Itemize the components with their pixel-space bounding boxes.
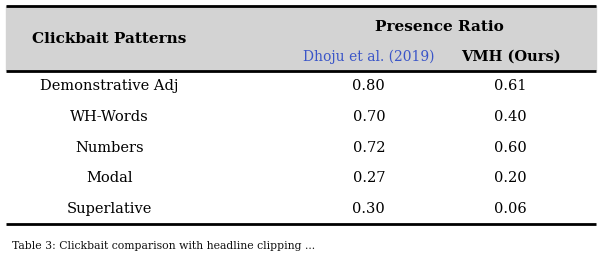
Text: Numbers: Numbers (75, 141, 143, 155)
Text: Presence Ratio: Presence Ratio (375, 20, 504, 34)
Text: 0.80: 0.80 (352, 79, 385, 93)
Text: WH-Words: WH-Words (70, 110, 149, 124)
Text: 0.61: 0.61 (494, 79, 527, 93)
Text: Table 3: Clickbait comparison with headline clipping ...: Table 3: Clickbait comparison with headl… (12, 241, 315, 251)
Text: 0.06: 0.06 (494, 202, 527, 216)
Text: 0.27: 0.27 (353, 171, 385, 185)
Text: VMH (Ours): VMH (Ours) (461, 50, 560, 64)
Text: 0.40: 0.40 (494, 110, 527, 124)
Text: 0.30: 0.30 (352, 202, 385, 216)
Text: Clickbait Patterns: Clickbait Patterns (32, 32, 187, 46)
Text: 0.70: 0.70 (353, 110, 385, 124)
Text: 0.60: 0.60 (494, 141, 527, 155)
Bar (6, 71, 596, 224)
Text: 0.72: 0.72 (353, 141, 385, 155)
Text: Demonstrative Adj: Demonstrative Adj (40, 79, 179, 93)
Text: 0.20: 0.20 (494, 171, 527, 185)
Text: Modal: Modal (86, 171, 132, 185)
Text: Superlative: Superlative (67, 202, 152, 216)
Bar (6, 6, 596, 71)
Text: Dhoju et al. (2019): Dhoju et al. (2019) (303, 50, 435, 64)
